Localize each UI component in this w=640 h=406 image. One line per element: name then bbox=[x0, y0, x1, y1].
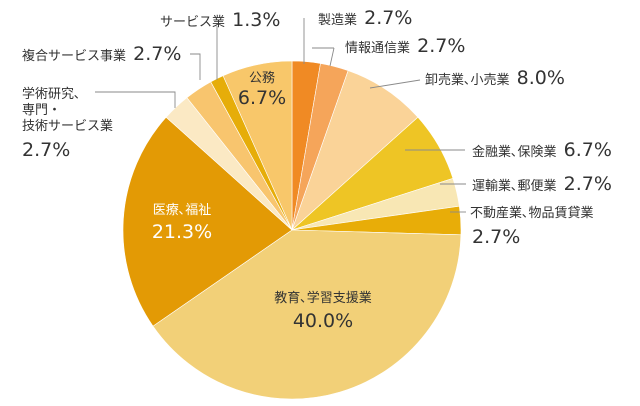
label-oroshi-name: 卸売業､小売業 bbox=[425, 72, 510, 88]
label-iryo-name: 医療､福祉 bbox=[153, 203, 212, 218]
label-kinyu-pct: 6.7% bbox=[564, 139, 612, 161]
leader-lines bbox=[95, 18, 466, 213]
label-komu-name: 公務 bbox=[249, 71, 275, 86]
label-kyoiku-name: 教育､学習支援業 bbox=[274, 290, 372, 306]
label-unyu: 運輸業､郵便業 2.7% bbox=[472, 173, 612, 195]
label-gakujutsu-line2: 専門・ bbox=[22, 103, 61, 118]
label-oroshi: 卸売業､小売業 8.0% bbox=[425, 67, 565, 89]
label-joho-name: 情報通信業 bbox=[345, 40, 410, 56]
label-fukugo: 複合サービス事業 2.7% bbox=[22, 43, 181, 65]
label-oroshi-pct: 8.0% bbox=[517, 67, 565, 89]
leader-line-fukugo bbox=[190, 53, 201, 80]
pie-slice-komu bbox=[222, 60, 293, 231]
label-gakujutsu-line3: 技術サービス業 bbox=[22, 118, 113, 134]
pie-slice-iryo bbox=[122, 116, 293, 327]
label-unyu-name: 運輸業､郵便業 bbox=[472, 178, 557, 194]
label-service-pct: 1.3% bbox=[232, 9, 280, 31]
label-fukugo-pct: 2.7% bbox=[133, 43, 181, 65]
label-gakujutsu-pct: 2.7% bbox=[22, 139, 70, 161]
pie-slices bbox=[122, 60, 462, 400]
label-service: サービス業 1.3% bbox=[160, 9, 280, 31]
label-unyu-pct: 2.7% bbox=[564, 173, 612, 195]
label-iryo-pct: 21.3% bbox=[152, 221, 212, 243]
label-seizo: 製造業 2.7% bbox=[318, 7, 412, 29]
label-service-name: サービス業 bbox=[160, 14, 225, 30]
label-fukugo-name: 複合サービス事業 bbox=[22, 48, 126, 64]
leader-line-joho-drop bbox=[329, 47, 335, 67]
leader-line-gakujutsu bbox=[95, 91, 176, 108]
label-kyoiku-pct: 40.0% bbox=[293, 310, 353, 332]
leader-line-oroshi bbox=[369, 79, 421, 89]
label-kinyu: 金融業､保険業 6.7% bbox=[472, 139, 612, 161]
label-fudosan-pct: 2.7% bbox=[472, 226, 520, 248]
pie-slice-kyoiku bbox=[152, 229, 462, 400]
label-gakujutsu-line1: 学術研究､ bbox=[22, 86, 81, 102]
label-komu-pct: 6.7% bbox=[238, 87, 286, 109]
label-seizo-pct: 2.7% bbox=[364, 7, 412, 29]
label-joho: 情報通信業 2.7% bbox=[345, 35, 465, 57]
label-seizo-name: 製造業 bbox=[318, 12, 357, 28]
label-kinyu-name: 金融業､保険業 bbox=[472, 144, 557, 160]
label-fudosan-name: 不動産業､物品賃貸業 bbox=[470, 205, 594, 221]
label-joho-pct: 2.7% bbox=[417, 35, 465, 57]
